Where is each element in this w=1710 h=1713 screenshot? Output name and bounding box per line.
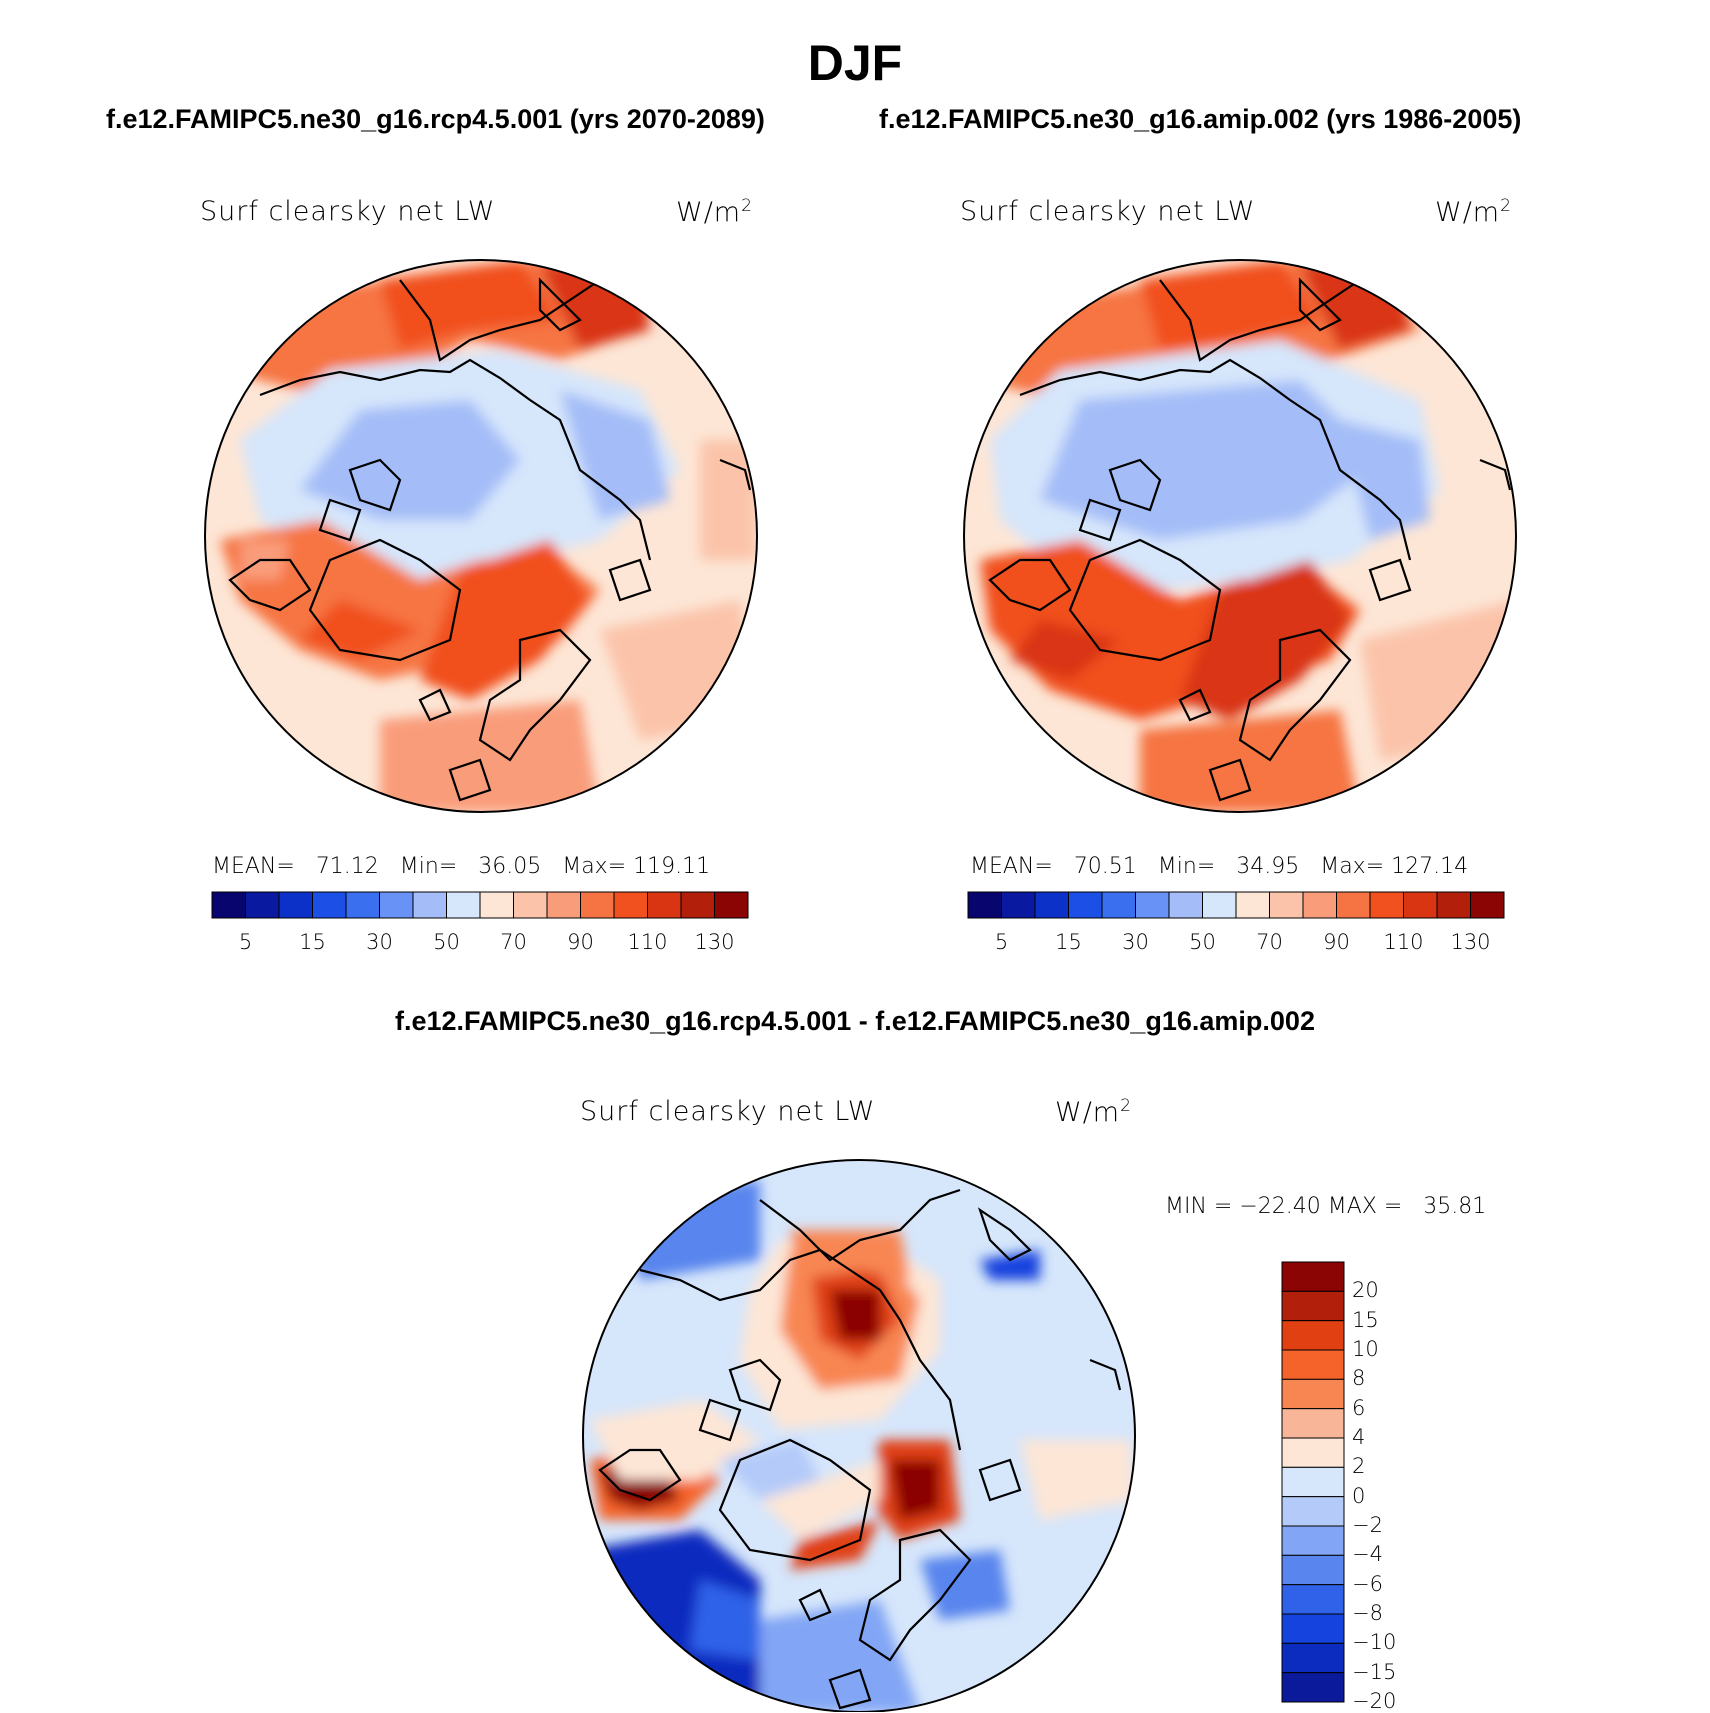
colorbar-swatch <box>1281 1584 1345 1615</box>
colorbar-tick-label: 130 <box>1450 930 1491 954</box>
diff-variable-label: Surf clearsky net LW <box>580 1096 876 1127</box>
colorbar-swatch <box>613 891 648 919</box>
colorbar-swatch <box>1101 891 1136 919</box>
colorbar-swatch <box>1135 891 1170 919</box>
colorbar-swatch <box>1281 1642 1345 1674</box>
colorbar-swatch <box>278 891 313 919</box>
colorbar-tick-label: 110 <box>1383 930 1424 954</box>
colorbar-swatch <box>1336 891 1371 919</box>
case-title-left: f.e12.FAMIPC5.ne30_g16.rcp4.5.001 (yrs 2… <box>106 104 765 134</box>
colorbar-swatch <box>1168 891 1203 919</box>
panel1-stats: MEAN= 71.12 Min= 36.05 Max= 119.11 <box>212 854 711 879</box>
panel1-units: W/m2 <box>676 196 753 228</box>
colorbar-swatch <box>1281 1261 1345 1292</box>
colorbar-swatch <box>1001 891 1036 919</box>
panel2-stats: MEAN= 70.51 Min= 34.95 Max= 127.14 <box>970 854 1469 879</box>
panel1-colorbar <box>211 891 749 919</box>
colorbar-swatch <box>312 891 347 919</box>
colorbar-tick-label: 15 <box>1352 1307 1379 1332</box>
colorbar-swatch <box>479 891 514 919</box>
colorbar-swatch <box>1281 1349 1345 1380</box>
colorbar-swatch <box>1034 891 1069 919</box>
colorbar-swatch <box>680 891 715 919</box>
colorbar-tick-label: −10 <box>1352 1630 1397 1655</box>
colorbar-swatch <box>513 891 548 919</box>
colorbar-swatch <box>1281 1525 1345 1556</box>
colorbar-tick-label: 6 <box>1352 1395 1366 1420</box>
colorbar-tick-label: 30 <box>1122 930 1149 954</box>
colorbar-swatch <box>1302 891 1337 919</box>
colorbar-tick-label: −4 <box>1352 1542 1383 1567</box>
colorbar-swatch <box>1281 1320 1345 1351</box>
colorbar-swatch <box>1281 1290 1345 1322</box>
panel2-polar-map <box>963 259 1517 813</box>
colorbar-swatch <box>967 891 1002 919</box>
colorbar-swatch <box>211 891 246 919</box>
colorbar-swatch <box>1281 1408 1345 1439</box>
colorbar-swatch <box>1281 1554 1345 1586</box>
diff-polar-map <box>582 1159 1136 1712</box>
diff-stats: MIN = −22.40 MAX = 35.81 <box>1165 1194 1487 1219</box>
colorbar-tick-label: 50 <box>433 930 460 954</box>
panel2-colorbar <box>967 891 1505 919</box>
colorbar-swatch <box>1281 1437 1345 1468</box>
colorbar-swatch <box>1369 891 1404 919</box>
colorbar-tick-label: 90 <box>567 930 594 954</box>
colorbar-tick-label: 70 <box>500 930 527 954</box>
colorbar-tick-label: 70 <box>1256 930 1283 954</box>
panel2-units: W/m2 <box>1435 196 1512 228</box>
colorbar-tick-label: 15 <box>1055 930 1082 954</box>
colorbar-swatch <box>412 891 447 919</box>
colorbar-tick-label: 90 <box>1323 930 1350 954</box>
colorbar-swatch <box>1281 1496 1345 1527</box>
colorbar-swatch <box>647 891 682 919</box>
colorbar-tick-label: −8 <box>1352 1601 1383 1625</box>
panel2-variable-label: Surf clearsky net LW <box>960 196 1256 227</box>
colorbar-tick-label: 0 <box>1352 1483 1366 1508</box>
colorbar-swatch <box>379 891 414 919</box>
diff-units: W/m2 <box>1055 1096 1132 1128</box>
colorbar-swatch <box>1470 891 1505 919</box>
colorbar-swatch <box>714 891 749 919</box>
colorbar-swatch <box>1281 1613 1345 1644</box>
colorbar-tick-label: 2 <box>1352 1454 1366 1479</box>
colorbar-swatch <box>1235 891 1270 919</box>
colorbar-tick-label: 130 <box>694 930 735 954</box>
colorbar-tick-label: −2 <box>1352 1513 1383 1537</box>
figure-title: DJF <box>807 35 903 91</box>
diff-colorbar <box>1281 1261 1345 1703</box>
colorbar-tick-label: 30 <box>366 930 393 954</box>
colorbar-tick-label: 50 <box>1189 930 1216 954</box>
colorbar-tick-label: 4 <box>1352 1425 1366 1449</box>
colorbar-tick-label: −6 <box>1352 1571 1383 1596</box>
colorbar-tick-label: 5 <box>994 930 1009 954</box>
colorbar-tick-label: −20 <box>1352 1689 1397 1713</box>
colorbar-swatch <box>1281 1466 1345 1498</box>
colorbar-swatch <box>1281 1378 1345 1410</box>
panel1-variable-label: Surf clearsky net LW <box>200 196 496 227</box>
colorbar-swatch <box>1281 1672 1345 1703</box>
colorbar-tick-label: 110 <box>627 930 668 954</box>
colorbar-tick-label: 8 <box>1352 1366 1366 1391</box>
colorbar-swatch <box>245 891 280 919</box>
colorbar-swatch <box>1269 891 1304 919</box>
diff-title: f.e12.FAMIPC5.ne30_g16.rcp4.5.001 - f.e1… <box>395 1006 1315 1036</box>
colorbar-swatch <box>1403 891 1438 919</box>
colorbar-swatch <box>1068 891 1103 919</box>
colorbar-tick-label: 15 <box>299 930 326 954</box>
panel1-polar-map <box>204 259 758 813</box>
colorbar-swatch <box>345 891 380 919</box>
colorbar-swatch <box>1436 891 1471 919</box>
case-title-right: f.e12.FAMIPC5.ne30_g16.amip.002 (yrs 198… <box>879 104 1522 134</box>
colorbar-swatch <box>446 891 481 919</box>
colorbar-swatch <box>580 891 615 919</box>
colorbar-tick-label: 20 <box>1352 1278 1379 1303</box>
colorbar-swatch <box>1202 891 1237 919</box>
colorbar-tick-label: −15 <box>1352 1659 1397 1684</box>
colorbar-swatch <box>546 891 581 919</box>
colorbar-tick-label: 5 <box>238 930 253 954</box>
colorbar-tick-label: 10 <box>1352 1337 1379 1361</box>
